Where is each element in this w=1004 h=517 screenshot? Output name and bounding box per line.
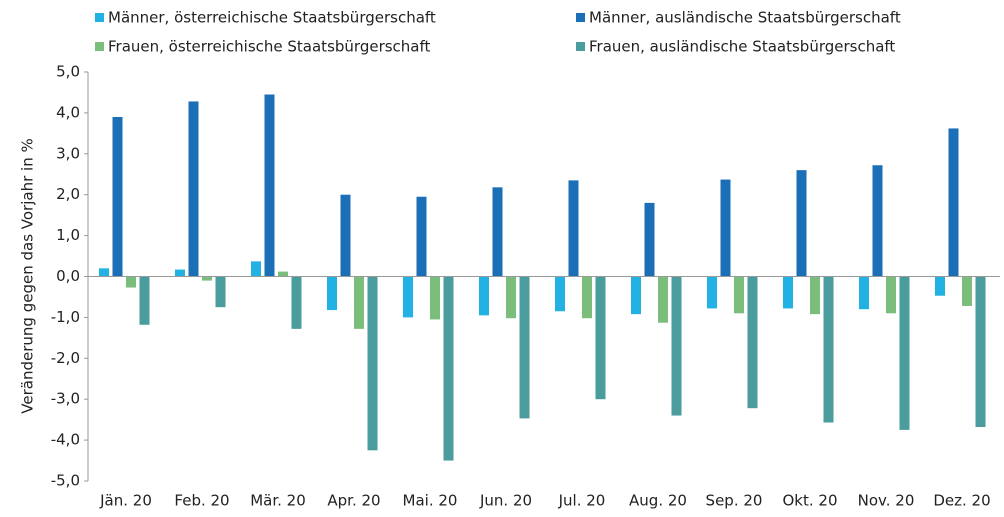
bar	[215, 276, 226, 308]
bar	[430, 276, 440, 320]
legend-swatch	[95, 13, 104, 22]
bar	[886, 276, 896, 314]
bar	[555, 276, 565, 312]
x-tick-label: Sep. 20	[706, 492, 763, 510]
bar	[112, 116, 123, 277]
legend-label: Frauen, österreichische Staatsbürgerscha…	[108, 38, 431, 56]
y-tick-label: 0,0	[56, 267, 80, 285]
bar	[962, 276, 972, 306]
bar	[720, 179, 731, 277]
bar	[99, 268, 109, 277]
y-tick-label: -5,0	[51, 472, 80, 490]
bar	[783, 276, 793, 309]
x-tick-label: Jun. 20	[479, 492, 532, 510]
y-axis-label: Veränderung gegen das Vorjahr in %	[19, 138, 37, 413]
y-tick-label: 3,0	[56, 144, 80, 162]
bar	[796, 170, 807, 277]
bar	[202, 276, 212, 281]
y-tick-label: -4,0	[51, 431, 80, 449]
bar	[734, 276, 744, 314]
legend-label: Männer, ausländische Staatsbürgerschaft	[589, 9, 901, 27]
bar	[278, 271, 288, 277]
y-tick-label: -1,0	[51, 308, 80, 326]
y-tick-label: 4,0	[56, 103, 80, 121]
bar	[291, 276, 302, 329]
bar	[935, 276, 945, 296]
bar	[264, 94, 275, 277]
bar	[747, 276, 758, 409]
bar	[327, 276, 337, 311]
bar	[175, 269, 185, 277]
x-tick-label: Mai. 20	[403, 492, 458, 510]
bar	[340, 194, 351, 277]
x-tick-label: Apr. 20	[327, 492, 380, 510]
bar	[810, 276, 820, 315]
x-tick-label: Mär. 20	[250, 492, 306, 510]
legend-label: Männer, österreichische Staatsbürgerscha…	[108, 9, 436, 27]
x-tick-label: Dez. 20	[933, 492, 990, 510]
x-tick-label: Feb. 20	[174, 492, 229, 510]
bar	[367, 276, 378, 451]
bar	[403, 276, 413, 318]
x-tick-label: Aug. 20	[629, 492, 687, 510]
bar	[859, 276, 869, 310]
bar	[443, 276, 454, 461]
bar	[354, 276, 364, 329]
y-tick-label: 1,0	[56, 226, 80, 244]
x-tick-label: Jul. 20	[558, 492, 606, 510]
bar	[671, 276, 682, 416]
bar	[416, 196, 427, 277]
y-tick-label: 5,0	[56, 63, 80, 81]
bar	[644, 202, 655, 277]
bar	[492, 187, 503, 277]
bar	[658, 276, 668, 323]
bar	[975, 276, 986, 428]
bar	[251, 261, 261, 277]
bar	[126, 276, 136, 288]
legend-swatch	[95, 42, 104, 51]
legend-label: Frauen, ausländische Staatsbürgerschaft	[589, 38, 895, 56]
legend-swatch	[576, 42, 585, 51]
y-tick-label: -2,0	[51, 349, 80, 367]
bar	[595, 276, 606, 400]
y-tick-label: -3,0	[51, 390, 80, 408]
bar	[823, 276, 834, 423]
bar	[188, 101, 199, 277]
bar	[707, 276, 717, 309]
bar	[568, 180, 579, 277]
x-tick-label: Okt. 20	[783, 492, 838, 510]
x-tick-label: Jän. 20	[99, 492, 152, 510]
bar	[519, 276, 530, 419]
bar	[479, 276, 489, 316]
y-tick-label: 2,0	[56, 185, 80, 203]
bar	[506, 276, 516, 319]
bar	[139, 276, 150, 325]
bar	[948, 128, 959, 277]
legend-swatch	[576, 13, 585, 22]
bar	[582, 276, 592, 319]
bar	[631, 276, 641, 315]
bar	[899, 276, 910, 430]
bar	[872, 165, 883, 277]
x-tick-label: Nov. 20	[858, 492, 915, 510]
